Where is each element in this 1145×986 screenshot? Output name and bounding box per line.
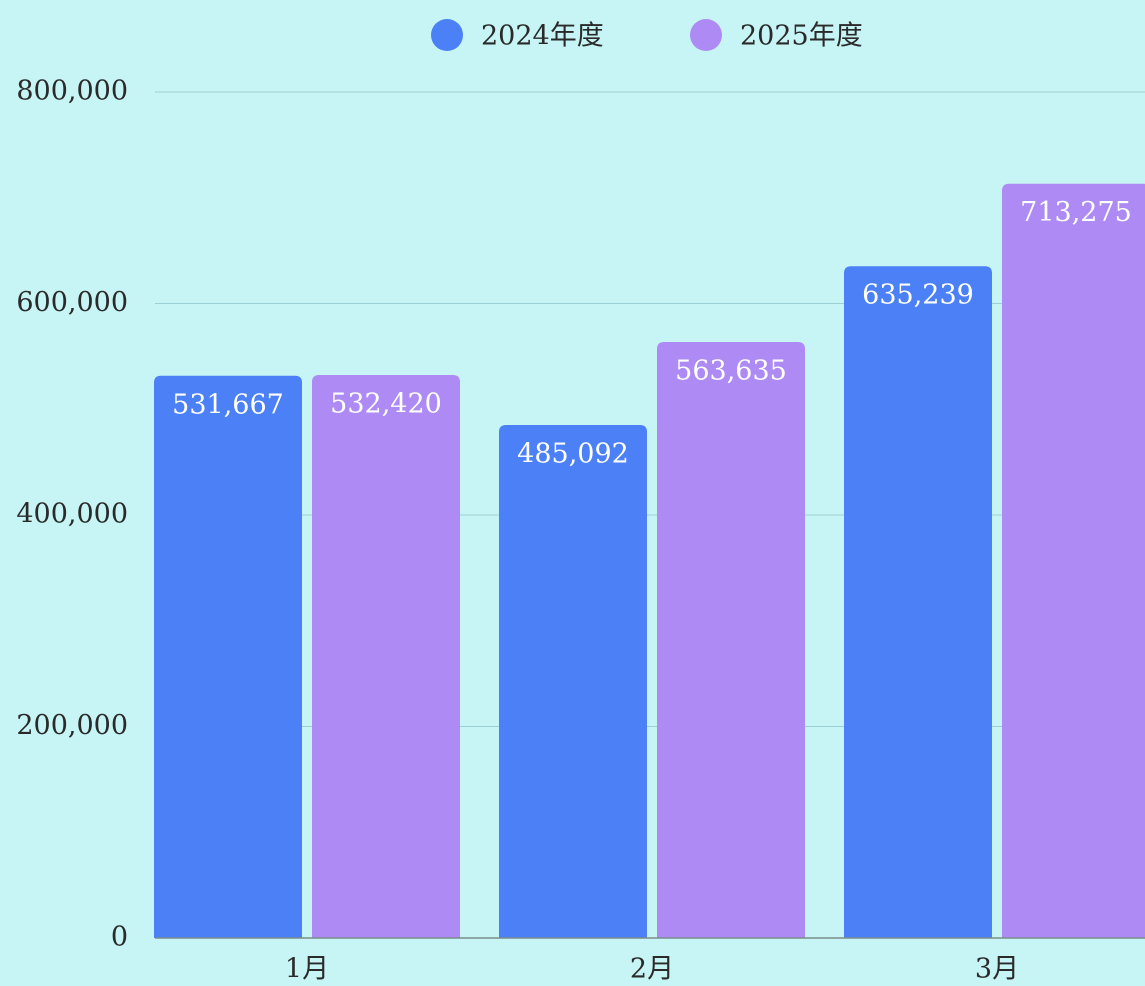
y-tick-label: 600,000 xyxy=(16,287,128,318)
x-tick-label: 3月 xyxy=(975,954,1019,985)
data-label: 485,092 xyxy=(517,439,629,470)
data-label: 532,420 xyxy=(330,388,442,419)
y-tick-label: 200,000 xyxy=(16,710,128,741)
data-label: 563,635 xyxy=(675,355,787,386)
y-tick-label: 400,000 xyxy=(16,499,128,530)
bar xyxy=(1002,184,1145,938)
y-tick-label: 0 xyxy=(111,922,128,953)
bar xyxy=(312,375,460,938)
legend-label: 2024年度 xyxy=(481,21,604,52)
legend-swatch xyxy=(431,19,463,51)
data-label: 531,667 xyxy=(172,389,284,420)
data-label: 635,239 xyxy=(862,280,974,311)
y-tick-label: 800,000 xyxy=(16,76,128,107)
chart: 0 200,000 400,000 600,000 800,000 2024年度 2025年… xyxy=(0,0,1145,986)
data-label: 713,275 xyxy=(1020,197,1132,228)
bar xyxy=(154,376,302,938)
legend-swatch xyxy=(690,19,722,51)
legend-label: 2025年度 xyxy=(740,21,863,52)
bar xyxy=(844,266,992,938)
bar xyxy=(499,425,647,938)
x-tick-label: 2月 xyxy=(630,954,674,985)
bar xyxy=(657,342,805,938)
x-tick-label: 1月 xyxy=(285,954,329,985)
